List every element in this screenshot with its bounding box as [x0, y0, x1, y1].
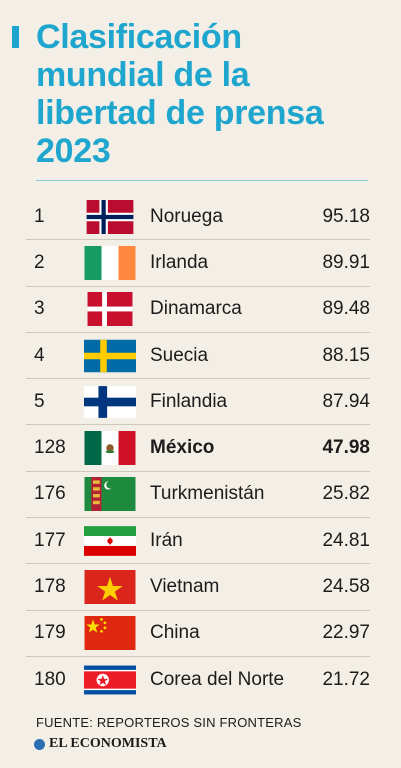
- score-value: 47.98: [322, 437, 370, 459]
- title-line-2: mundial de la: [36, 56, 250, 94]
- country-label: China: [150, 622, 200, 644]
- title-accent-bar: [12, 26, 19, 48]
- table-row: 178 Vietnam 24.58: [26, 564, 370, 611]
- rank-label: 4: [34, 344, 45, 366]
- el-economista-logo-icon: [34, 738, 45, 750]
- country-label: Noruega: [150, 205, 223, 227]
- rank-label: 179: [34, 622, 66, 644]
- rank-label: 177: [34, 529, 66, 551]
- score-value: 24.81: [322, 529, 370, 551]
- china-flag-icon: [84, 616, 136, 651]
- rank-label: 176: [34, 483, 66, 505]
- score-value: 25.82: [322, 483, 370, 505]
- norway-flag-icon: [84, 199, 136, 234]
- country-label: Irán: [150, 529, 183, 551]
- score-value: 89.91: [322, 251, 370, 273]
- turkmenistan-flag-icon: [84, 477, 136, 512]
- title-line-3: libertad de prensa: [36, 94, 324, 132]
- brand-name: EL ECONOMISTA: [49, 736, 167, 751]
- table-row: 2 Irlanda 89.91: [26, 240, 370, 287]
- country-label: Suecia: [150, 344, 209, 366]
- country-label: Irlanda: [150, 251, 209, 273]
- table-row: 177 Irán 24.81: [26, 518, 370, 565]
- table-row: 180 Corea del Norte 21.72: [26, 657, 370, 703]
- table-row: 179 China 22.97: [26, 611, 370, 657]
- ranking-table: 1 Noruega 95.18 2 Irlanda 89.91 3 Dinamarca 89.4…: [26, 194, 370, 703]
- rank-label: 5: [34, 390, 45, 412]
- rank-label: 128: [34, 437, 66, 459]
- mexico-flag-icon: [84, 431, 136, 466]
- score-value: 88.15: [322, 344, 370, 366]
- source-note: FUENTE: REPORTEROS SIN FRONTERAS: [36, 715, 302, 730]
- score-value: 24.58: [322, 576, 370, 598]
- rank-label: 180: [34, 669, 66, 691]
- sweden-flag-icon: [84, 339, 136, 373]
- title-line-4: 2023: [36, 132, 111, 170]
- vietnam-flag-icon: [84, 570, 136, 605]
- score-value: 87.94: [322, 390, 370, 412]
- ireland-flag-icon: [84, 245, 136, 280]
- rank-label: 3: [34, 298, 45, 320]
- north-korea-flag-icon: [84, 663, 136, 697]
- country-label: Vietnam: [150, 576, 220, 598]
- score-value: 95.18: [322, 205, 370, 227]
- title-line-1: Clasificación: [36, 18, 242, 56]
- score-value: 22.97: [322, 622, 370, 644]
- table-row: 176 Turkmenistán 25.82: [26, 472, 370, 519]
- table-row: 5 Finlandia 87.94: [26, 379, 370, 426]
- table-row: 4 Suecia 88.15: [26, 333, 370, 380]
- score-value: 21.72: [322, 669, 370, 691]
- denmark-flag-icon: [84, 292, 136, 327]
- score-value: 89.48: [322, 298, 370, 320]
- table-row: 128 México 47.98: [26, 425, 370, 472]
- rank-label: 1: [34, 205, 45, 227]
- finland-flag-icon: [84, 385, 136, 419]
- title-divider: [36, 180, 368, 181]
- country-label: Corea del Norte: [150, 669, 285, 691]
- brand-footer: EL ECONOMISTA: [34, 736, 167, 752]
- table-row: 1 Noruega 95.18: [26, 194, 370, 241]
- rank-label: 2: [34, 251, 45, 273]
- country-label: México: [150, 437, 215, 459]
- rank-label: 178: [34, 576, 66, 598]
- page-title: Clasificación mundial de la libertad de …: [36, 18, 386, 170]
- country-label: Finlandia: [150, 390, 228, 412]
- table-row: 3 Dinamarca 89.48: [26, 287, 370, 333]
- country-label: Dinamarca: [150, 298, 242, 320]
- country-label: Turkmenistán: [150, 483, 265, 505]
- iran-flag-icon: [84, 524, 136, 558]
